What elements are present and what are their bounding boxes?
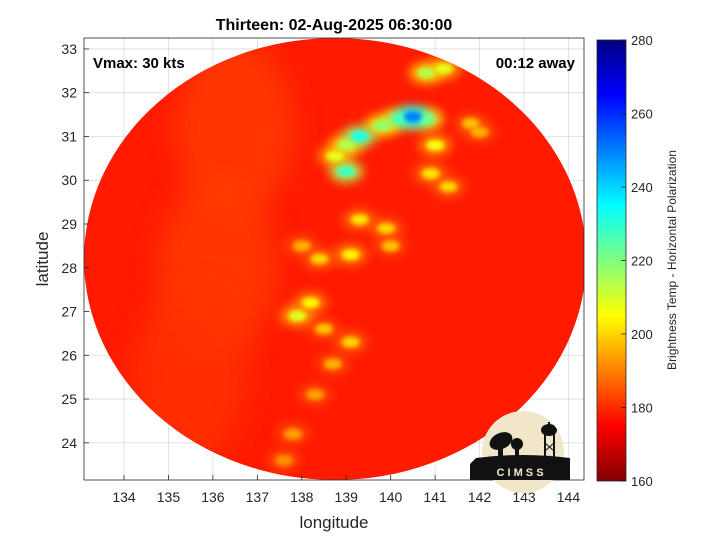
y-tick-label: 27 bbox=[61, 304, 77, 320]
feature-core bbox=[403, 111, 422, 123]
x-tick-label: 140 bbox=[379, 489, 403, 505]
x-axis-label: longitude bbox=[299, 513, 368, 532]
y-tick-label: 31 bbox=[61, 128, 77, 144]
feature-core bbox=[310, 253, 329, 265]
x-axis: 134 135 136 137 138 139 140 141 142 143 144 bbox=[112, 475, 580, 505]
y-tick-label: 28 bbox=[61, 260, 77, 276]
y-axis: 24 25 26 27 28 29 30 31 32 33 bbox=[61, 41, 89, 451]
colorbar-tick-label: 280 bbox=[631, 33, 653, 48]
time-away-annotation: 00:12 away bbox=[496, 55, 576, 72]
feature-core bbox=[372, 120, 391, 132]
y-axis-label: latitude bbox=[33, 232, 52, 287]
feature-core bbox=[337, 139, 356, 151]
colorbar-tick-label: 160 bbox=[631, 474, 653, 489]
y-tick-label: 30 bbox=[61, 172, 77, 188]
feature-core bbox=[326, 150, 345, 162]
x-tick-label: 134 bbox=[112, 489, 136, 505]
y-tick-label: 29 bbox=[61, 216, 77, 232]
y-tick-label: 32 bbox=[61, 85, 77, 101]
feature-core bbox=[426, 139, 445, 151]
colorbar-tick-label: 220 bbox=[631, 254, 653, 269]
colorbar-tick-label: 200 bbox=[631, 327, 653, 342]
feature-core bbox=[275, 454, 293, 466]
x-tick-label: 138 bbox=[290, 489, 314, 505]
x-tick-label: 143 bbox=[512, 489, 536, 505]
feature-core bbox=[315, 323, 333, 335]
x-tick-label: 136 bbox=[201, 489, 225, 505]
colorbar-tick-label: 180 bbox=[631, 401, 653, 416]
y-tick-label: 24 bbox=[61, 435, 77, 451]
x-tick-label: 137 bbox=[246, 489, 270, 505]
feature-core bbox=[306, 389, 325, 401]
feature-core bbox=[377, 222, 396, 234]
x-tick-label: 144 bbox=[557, 489, 581, 505]
feature-core bbox=[341, 249, 360, 261]
feature-core bbox=[288, 310, 307, 322]
swath-trough bbox=[175, 38, 296, 218]
chart-title: Thirteen: 02-Aug-2025 06:30:00 bbox=[216, 17, 453, 34]
colorbar-ticks: 160 180 200 220 240 260 280 bbox=[621, 33, 653, 489]
plot-frame bbox=[83, 37, 585, 481]
y-tick-label: 33 bbox=[61, 41, 77, 57]
feature-core bbox=[283, 428, 302, 440]
vmax-annotation: Vmax: 30 kts bbox=[93, 55, 185, 72]
colorbar-tick-label: 240 bbox=[631, 180, 653, 195]
colorbar: 160 180 200 220 240 260 280 Brightness Temp - … bbox=[596, 33, 679, 489]
cimss-logo: C I M S S bbox=[470, 411, 570, 493]
colorbar-tick-label: 260 bbox=[631, 107, 653, 122]
feature-core bbox=[337, 165, 356, 177]
feature-core bbox=[461, 117, 480, 129]
feature-core bbox=[292, 240, 311, 252]
x-tick-label: 141 bbox=[423, 489, 447, 505]
colorbar-label: Brightness Temp - Horizontal Polarizatio… bbox=[665, 150, 679, 370]
feature-core bbox=[350, 130, 369, 142]
y-tick-label: 25 bbox=[61, 391, 77, 407]
feature-core bbox=[435, 63, 453, 75]
x-tick-label: 135 bbox=[157, 489, 181, 505]
feature-core bbox=[439, 181, 458, 193]
feature-core bbox=[301, 297, 320, 309]
feature-core bbox=[323, 358, 342, 370]
feature-core bbox=[417, 67, 436, 79]
feature-core bbox=[341, 336, 360, 348]
y-tick-label: 26 bbox=[61, 347, 77, 363]
cimss-logo-text: C I M S S bbox=[496, 467, 543, 479]
x-tick-label: 139 bbox=[335, 489, 359, 505]
x-tick-label: 142 bbox=[468, 489, 492, 505]
feature-core bbox=[421, 168, 440, 180]
feature-core bbox=[350, 214, 369, 226]
feature-core bbox=[381, 240, 400, 252]
feature-core bbox=[470, 126, 489, 138]
